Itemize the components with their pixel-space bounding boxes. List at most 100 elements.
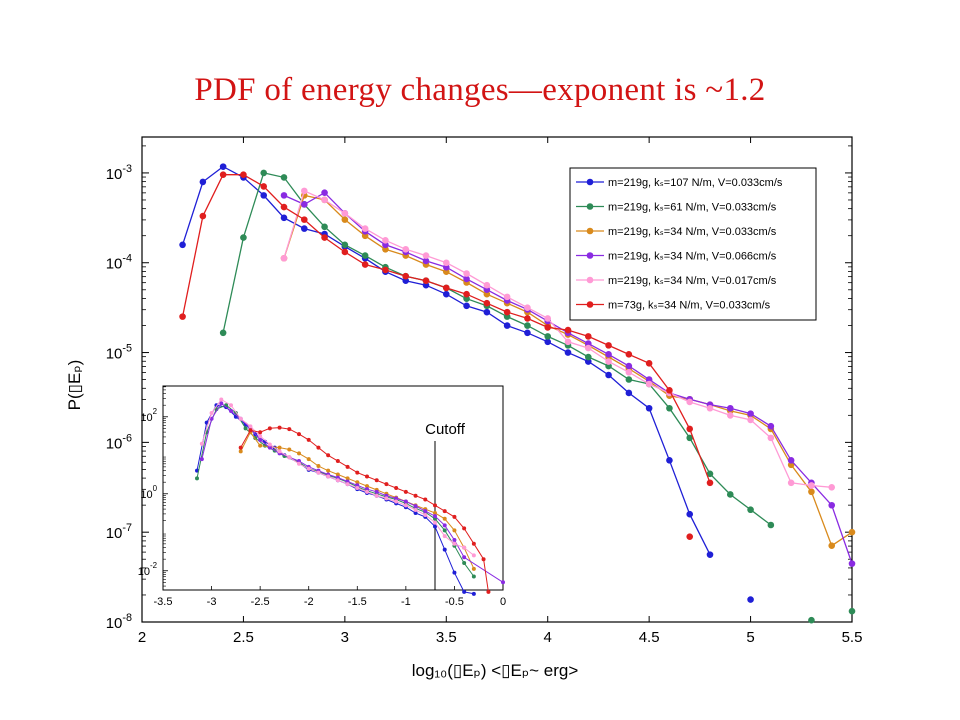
inset-data-point: [355, 470, 360, 475]
y-tick-label: 10-5: [106, 343, 132, 363]
data-point: [544, 333, 552, 340]
x-tick-label: 4.5: [639, 629, 660, 646]
inset-data-point: [267, 445, 272, 450]
x-tick-label: 5: [746, 629, 754, 646]
series-line: [222, 172, 772, 526]
data-point: [706, 470, 714, 478]
inset-data-point: [413, 507, 418, 512]
data-point: [808, 488, 815, 496]
data-point: [463, 275, 470, 283]
data-point: [524, 329, 531, 337]
inset-data-point: [316, 470, 321, 475]
inset-data-point: [287, 447, 292, 452]
inset-data-point: [384, 496, 389, 501]
legend-marker: [586, 301, 594, 308]
legend-entry: m=219g, kₛ=34 N/m, V=0.033cm/s: [576, 226, 777, 238]
data-point: [199, 212, 207, 220]
inset-data-point: [471, 591, 476, 596]
data-point: [605, 351, 612, 358]
inset-data-point: [238, 416, 243, 421]
data-point: [645, 380, 653, 388]
data-point: [321, 234, 328, 241]
data-point: [300, 187, 308, 195]
legend-label: m=73g, kₛ=34 N/m, V=0.033cm/s: [608, 300, 771, 312]
inset-data-point: [433, 524, 437, 529]
y-tick-label: 10-7: [106, 522, 132, 542]
y-tick-label: 10-3: [106, 163, 132, 183]
inset-data-point: [345, 476, 350, 481]
x-tick-label: 2: [138, 629, 146, 646]
legend: m=219g, kₛ=107 N/m, V=0.033cm/s m=219g, k…: [569, 167, 817, 321]
data-point: [828, 501, 836, 509]
legend-label: m=219g, kₛ=61 N/m, V=0.033cm/s: [608, 202, 777, 214]
inset-data-point: [306, 466, 311, 471]
inset-data-point: [297, 451, 301, 456]
inset-plot: -3.5 -3 -2.5 -2 -1.5 -1 -0.5 0 10-2 100 102 Cutoff: [138, 385, 506, 608]
data-point: [544, 315, 552, 322]
data-point-outlier: [686, 533, 694, 540]
x-tick-label: 3: [341, 629, 349, 646]
data-point: [808, 482, 815, 489]
data-point: [706, 404, 714, 412]
data-point: [645, 360, 653, 367]
inset-data-point: [442, 516, 447, 521]
inset-data-point: [462, 545, 467, 550]
inset-data-point: [326, 453, 331, 458]
inset-data-point: [287, 427, 292, 432]
data-point: [179, 241, 186, 249]
inset-data-point: [433, 511, 437, 516]
inset-data-point: [442, 509, 447, 514]
inset-data-point: [335, 478, 340, 483]
data-point: [240, 234, 247, 241]
data-point: [524, 315, 531, 322]
x-tick-label: 4: [544, 629, 552, 646]
inset-x-tick-label: -3: [207, 596, 217, 608]
inset-data-point: [316, 464, 321, 469]
inset-data-point: [365, 489, 369, 494]
inset-x-tick-label: 0: [500, 596, 506, 608]
inset-data-point: [277, 445, 282, 450]
x-tick-label: 5.5: [842, 629, 863, 646]
x-tick-label: 2.5: [233, 629, 254, 646]
y-tick-label: 10-8: [106, 612, 132, 632]
inset-data-point: [403, 489, 408, 494]
data-point: [686, 425, 694, 433]
inset-data-point: [433, 503, 437, 508]
inset-data-point: [423, 512, 428, 517]
data-point: [605, 358, 612, 365]
inset-data-point: [374, 493, 379, 498]
data-point: [787, 457, 795, 464]
data-point-outlier: [747, 596, 754, 603]
legend-box: [569, 167, 817, 321]
data-point: [483, 281, 491, 289]
inset-data-point: [267, 426, 272, 431]
inset-x-tick-label: -1: [401, 596, 411, 608]
data-point: [300, 225, 308, 232]
inset-data-point: [248, 428, 253, 433]
inset-x-tick-label: -2: [304, 596, 314, 608]
inset-data-point: [413, 511, 418, 516]
inset-data-point: [442, 523, 447, 528]
data-point: [848, 560, 856, 567]
inset-data-point: [403, 499, 408, 504]
data-point: [280, 174, 288, 181]
data-point: [341, 210, 349, 217]
inset-data-point: [471, 574, 476, 579]
data-point: [463, 290, 470, 298]
data-point: [503, 322, 511, 329]
legend-entry: m=219g, kₛ=34 N/m, V=0.066cm/s: [576, 251, 777, 263]
data-point: [747, 506, 754, 514]
inset-data-point: [316, 445, 321, 450]
inset-data-point: [199, 441, 204, 446]
data-point: [605, 342, 612, 349]
inset-data-point: [219, 397, 224, 402]
data-point: [564, 349, 572, 356]
inset-data-point: [481, 557, 486, 562]
series-line: [283, 190, 832, 488]
x-axis-title: log₁₀(▯Eₚ) <▯Eₚ~ erg>: [412, 661, 579, 680]
inset-data-point: [204, 420, 209, 425]
data-point: [524, 322, 531, 329]
inset-data-point: [258, 430, 263, 435]
data-point: [321, 223, 328, 231]
inset-data-point: [267, 442, 272, 447]
